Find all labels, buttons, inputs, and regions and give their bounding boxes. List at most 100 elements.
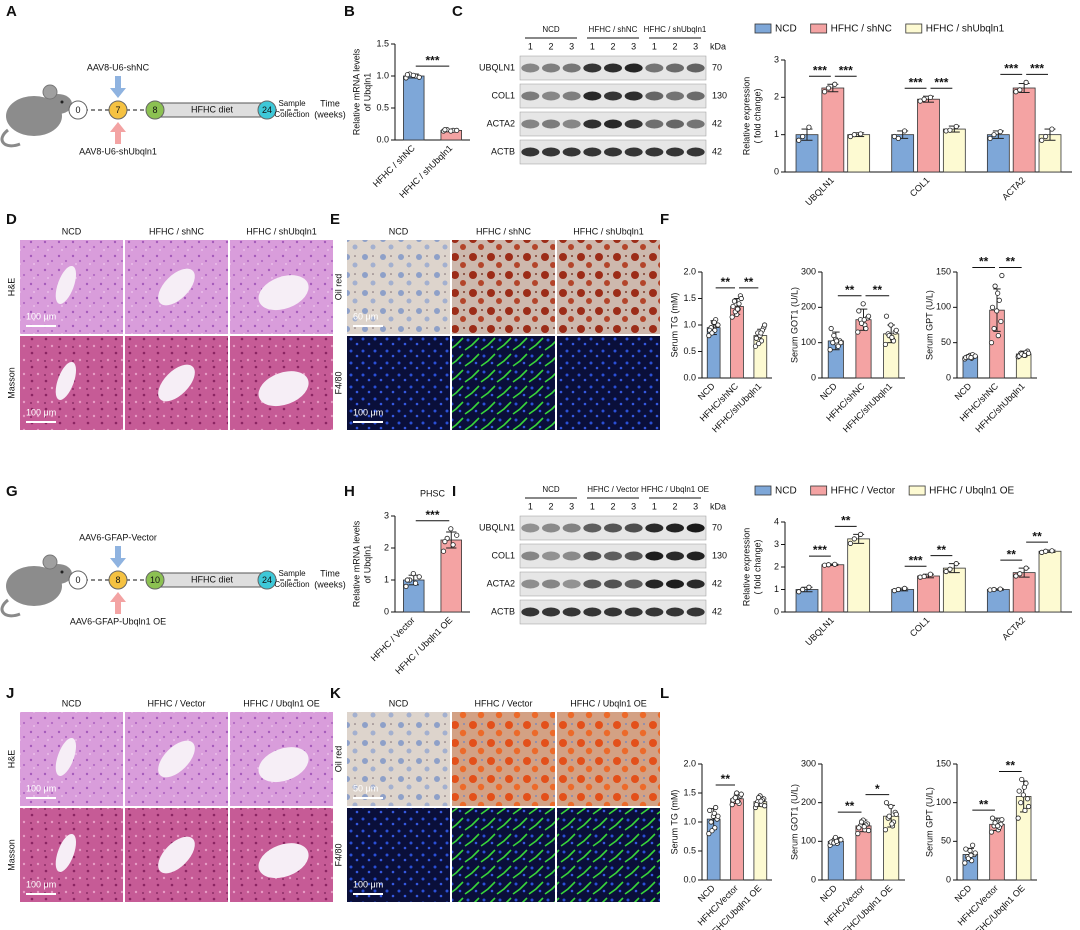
y-axis-label: Serum GOT1 (U/L)	[789, 784, 799, 860]
vector-label: AAV8-U6-shUbqln1	[79, 146, 157, 156]
injection-arrow	[115, 602, 121, 614]
blot-band	[666, 551, 684, 561]
bar	[917, 575, 940, 613]
data-point	[882, 341, 889, 348]
legend-swatch	[810, 23, 828, 34]
diet-label: HFHC diet	[191, 574, 234, 584]
scale-bar-label: 100 μm	[26, 783, 56, 793]
bar	[942, 128, 966, 173]
data-point	[963, 846, 969, 852]
data-point	[734, 306, 741, 312]
lane-label: 1	[590, 501, 595, 511]
data-point	[800, 133, 806, 140]
blot-band	[604, 579, 622, 589]
bar	[821, 564, 845, 613]
image-row-label: F4/80	[333, 371, 343, 394]
blot-band	[686, 523, 705, 533]
data-point	[1049, 548, 1055, 554]
bar	[891, 134, 915, 173]
data-point	[1018, 800, 1024, 806]
blot-band	[562, 119, 581, 129]
blot-band	[645, 119, 664, 129]
data-point	[972, 353, 978, 359]
blot-band	[521, 523, 540, 533]
data-point	[999, 817, 1005, 823]
y-axis-label: ( fold change)	[752, 88, 762, 143]
blot-band	[686, 607, 705, 617]
timepoint-node	[257, 100, 277, 120]
bar	[821, 87, 845, 173]
significance-label: **	[1006, 759, 1016, 773]
chart-title: PHSC	[420, 488, 446, 498]
scale-bar-label: 60 μm	[353, 311, 378, 321]
data-point	[734, 799, 741, 805]
lane-label: 2	[672, 41, 677, 51]
image-row-label: H&E	[6, 278, 16, 297]
y-tick-label: 0.0	[683, 372, 696, 382]
blot-band	[521, 119, 540, 129]
panel-label: B	[344, 3, 355, 20]
data-point	[762, 803, 768, 809]
y-axis-label: ( fold change)	[752, 539, 762, 594]
data-point	[893, 811, 899, 817]
data-point	[753, 801, 759, 808]
data-point	[711, 319, 717, 325]
lane-label: 3	[693, 41, 698, 51]
data-point	[1043, 133, 1049, 140]
image-column-label: NCD	[62, 698, 82, 708]
data-point	[715, 813, 721, 819]
data-point	[988, 340, 995, 346]
micrograph	[452, 808, 555, 902]
significance-label: **	[845, 283, 855, 297]
blot-band	[542, 147, 560, 157]
mouse-tail	[0, 128, 21, 148]
kda-unit: kDa	[710, 501, 726, 511]
data-point	[416, 574, 422, 580]
data-point	[921, 573, 927, 580]
data-point	[806, 584, 812, 590]
blot-band	[645, 523, 664, 533]
vessel-lumen	[158, 364, 195, 402]
blot-band	[666, 523, 684, 533]
blot-band	[583, 523, 602, 533]
legend-label: NCD	[775, 24, 797, 35]
data-point	[1021, 784, 1027, 790]
data-point	[707, 807, 713, 814]
data-point	[858, 819, 865, 825]
blot-band	[583, 607, 602, 617]
significance-label: ***	[839, 63, 853, 77]
y-axis-label: Serum TG (mM)	[669, 293, 679, 358]
data-point	[847, 540, 854, 546]
lane-label: 2	[548, 41, 553, 51]
micrograph	[347, 240, 450, 334]
data-point	[989, 815, 996, 821]
y-axis-label: Serum GPT (U/L)	[924, 290, 934, 360]
y-tick-label: 0.0	[376, 134, 389, 144]
timepoint-node	[68, 100, 88, 120]
y-tick-label: 4	[774, 516, 779, 526]
blot-row-label: UBQLN1	[479, 522, 515, 532]
injection-arrow	[115, 132, 121, 144]
lane-label: 3	[569, 41, 574, 51]
blot-band	[562, 63, 581, 73]
blot-band	[583, 119, 602, 129]
data-point	[709, 330, 715, 336]
timepoint-label: 8	[115, 575, 120, 585]
data-point	[825, 85, 832, 91]
panel-label: E	[330, 211, 340, 228]
significance-label: ***	[813, 543, 827, 557]
data-point	[800, 586, 806, 593]
injection-arrow-head	[110, 558, 126, 568]
y-axis-label: Relative mRNA levels	[351, 520, 361, 607]
data-point	[831, 332, 837, 339]
y-tick-label: 0.5	[376, 102, 389, 112]
data-point	[970, 842, 976, 848]
lane-label: 1	[528, 501, 533, 511]
blot-kda: 130	[712, 90, 727, 100]
legend-label: HFHC / shUbqln1	[926, 24, 1005, 35]
data-point	[883, 800, 890, 806]
data-point	[972, 850, 978, 856]
data-point	[732, 795, 738, 801]
data-point	[888, 803, 894, 810]
data-point	[1043, 548, 1049, 554]
